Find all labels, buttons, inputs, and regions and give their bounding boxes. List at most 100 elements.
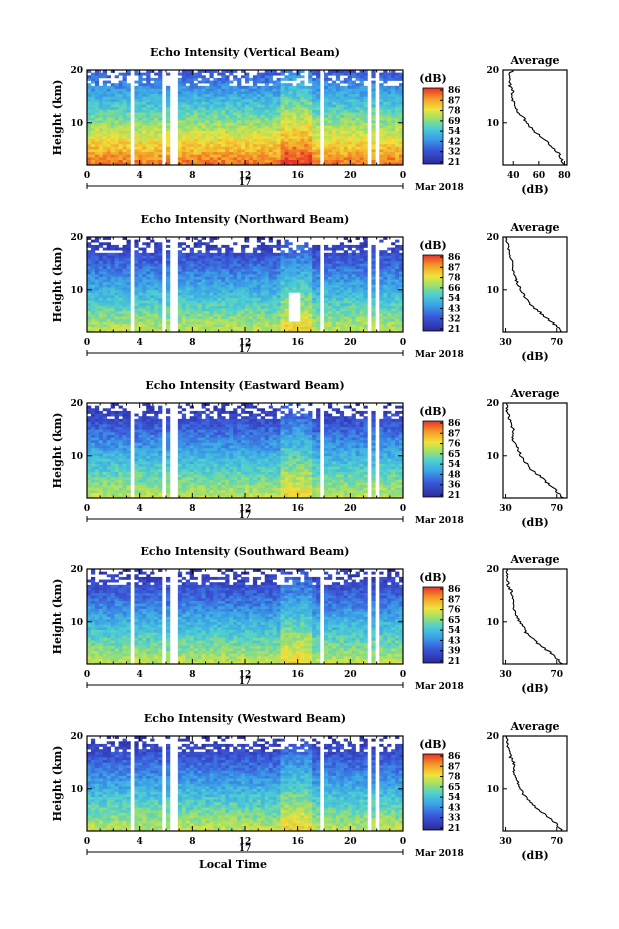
heatmap-cell xyxy=(292,157,297,161)
heatmap-cell xyxy=(347,83,352,87)
heatmap-cell xyxy=(154,271,159,275)
heatmap-cell xyxy=(158,117,163,121)
heatmap-cell xyxy=(256,273,262,277)
heatmap-cell xyxy=(359,149,364,153)
heatmap-cell xyxy=(213,268,218,272)
heatmap-cell xyxy=(185,326,190,330)
heatmap-cell xyxy=(233,273,238,277)
heatmap-cell xyxy=(205,154,210,158)
heatmap-cell xyxy=(252,112,258,116)
heatmap-cell xyxy=(268,324,273,328)
heatmap-cell xyxy=(296,247,301,251)
heatmap-cell xyxy=(225,263,230,267)
heatmap-cell xyxy=(316,300,321,304)
heatmap-cell xyxy=(391,91,396,95)
heatmap-cell xyxy=(118,112,123,116)
heatmap-cell xyxy=(205,125,210,129)
heatmap-cell xyxy=(387,308,392,312)
heatmap-cell xyxy=(355,133,360,137)
heatmap-cell xyxy=(399,77,404,81)
heatmap-cell xyxy=(399,318,404,322)
heatmap-cell xyxy=(229,273,234,277)
heatmap-cell xyxy=(102,300,108,304)
heatmap-cell xyxy=(154,80,159,84)
heatmap-cell xyxy=(335,295,341,298)
heatmap-cell xyxy=(110,146,115,150)
heatmap-cell xyxy=(260,237,266,240)
heatmap-cell xyxy=(355,72,360,76)
heatmap-cell xyxy=(308,313,313,317)
heatmap-cell xyxy=(245,324,250,328)
heatmap-cell xyxy=(304,308,309,312)
heatmap-cell xyxy=(114,321,119,325)
heatmap-cell xyxy=(90,80,96,84)
heatmap-cell xyxy=(87,250,92,254)
heatmap-cell xyxy=(260,109,266,113)
heatmap-cell xyxy=(343,135,348,139)
heatmap-cell xyxy=(221,313,226,317)
heatmap-cell xyxy=(177,295,183,298)
heatmap-cell xyxy=(284,128,289,131)
heatmap-cell xyxy=(256,143,262,147)
heatmap-cell xyxy=(225,117,230,121)
heatmap-cell xyxy=(324,117,329,121)
heatmap-cell xyxy=(126,297,131,301)
heatmap-cell xyxy=(94,324,100,328)
heatmap-cell xyxy=(177,135,183,139)
heatmap-cell xyxy=(158,120,163,124)
heatmap-cell xyxy=(197,151,202,155)
heatmap-cell xyxy=(114,252,119,256)
heatmap-cell xyxy=(221,117,226,121)
heatmap-cell xyxy=(197,239,202,243)
heatmap-cell xyxy=(272,159,277,163)
heatmap-cell xyxy=(395,268,400,272)
heatmap-cell xyxy=(189,326,194,330)
heatmap-cell xyxy=(114,318,119,322)
heatmap-cell xyxy=(102,237,108,240)
heatmap-cell xyxy=(343,143,348,147)
heatmap-cell xyxy=(304,128,309,131)
heatmap-cell xyxy=(118,279,123,283)
heatmap-cell xyxy=(371,85,376,89)
heatmap-cell xyxy=(371,128,376,131)
heatmap-cell xyxy=(106,149,111,153)
heatmap-cell xyxy=(355,260,360,264)
heatmap-cell xyxy=(327,143,333,147)
heatmap-cell xyxy=(177,289,183,293)
heatmap-cell xyxy=(339,72,345,76)
heatmap-cell xyxy=(217,297,222,301)
heatmap-cell xyxy=(146,85,151,89)
heatmap-cell xyxy=(142,300,147,304)
heatmap-cell xyxy=(142,266,147,269)
heatmap-cell xyxy=(284,310,289,314)
heatmap-cell xyxy=(181,93,187,97)
heatmap-cell xyxy=(292,96,297,100)
heatmap-cell xyxy=(94,146,100,150)
heatmap-cell xyxy=(102,318,108,322)
heatmap-cell xyxy=(343,250,348,254)
heatmap-cell xyxy=(189,305,194,309)
heatmap-cell xyxy=(331,159,337,163)
heatmap-cell xyxy=(300,271,305,275)
heatmap-cell xyxy=(166,151,171,155)
heatmap-cell xyxy=(181,125,187,129)
heatmap-cell xyxy=(205,85,210,89)
heatmap-cell xyxy=(94,120,100,124)
heatmap-cell xyxy=(288,287,293,291)
heatmap-cell xyxy=(189,138,194,142)
heatmap-cell xyxy=(347,91,352,95)
heatmap-cell xyxy=(355,266,360,269)
heatmap-cell xyxy=(94,159,100,163)
heatmap-cell xyxy=(205,104,210,108)
heatmap-cell xyxy=(248,106,254,110)
heatmap-cell xyxy=(324,292,329,296)
heatmap-cell xyxy=(185,120,190,124)
heatmap-cell xyxy=(237,106,242,110)
heatmap-cell xyxy=(205,292,210,296)
heatmap-cell xyxy=(260,93,266,97)
heatmap-cell xyxy=(221,284,226,288)
heatmap-cell xyxy=(146,284,151,288)
heatmap-cell xyxy=(304,266,309,269)
heatmap-cell xyxy=(335,72,341,76)
heatmap-cell xyxy=(225,162,230,166)
